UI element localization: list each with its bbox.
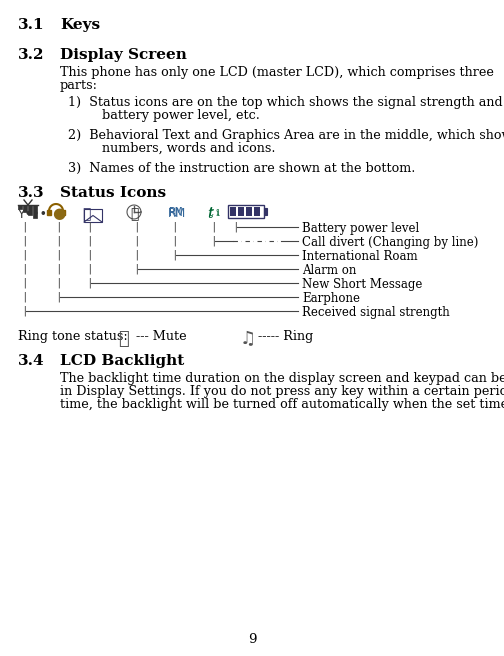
Text: Ring tone status:: Ring tone status: <box>18 330 128 343</box>
FancyBboxPatch shape <box>230 207 236 216</box>
Bar <box>18 205 22 209</box>
Text: 1)  Status icons are on the top which shows the signal strength and: 1) Status icons are on the top which sho… <box>68 96 502 109</box>
Text: RM: RM <box>168 207 186 220</box>
Text: Earphone: Earphone <box>302 292 360 305</box>
Text: |: | <box>171 221 178 232</box>
Text: The backlight time duration on the display screen and keypad can be set: The backlight time duration on the displ… <box>60 372 504 385</box>
Text: Y•••: Y••• <box>18 208 48 221</box>
Text: |: | <box>86 263 93 274</box>
Text: --- Mute: --- Mute <box>136 330 186 343</box>
Text: RM: RM <box>168 206 182 219</box>
Text: |: | <box>55 221 62 232</box>
Text: |: | <box>171 249 178 260</box>
Text: t: t <box>208 206 213 219</box>
Text: Call divert (Changing by line): Call divert (Changing by line) <box>302 236 478 249</box>
Text: 2)  Behavioral Text and Graphics Area are in the middle, which shows: 2) Behavioral Text and Graphics Area are… <box>68 129 504 142</box>
Text: |: | <box>86 277 93 287</box>
Text: Battery power level: Battery power level <box>302 222 419 235</box>
Text: |: | <box>21 221 28 232</box>
Text: |: | <box>21 277 28 287</box>
Text: |: | <box>55 277 62 287</box>
Text: |: | <box>21 249 28 260</box>
Text: Keys: Keys <box>60 18 100 32</box>
Text: |: | <box>55 291 62 302</box>
Text: 9: 9 <box>248 633 256 646</box>
Text: time, the backlight will be turned off automatically when the set time: time, the backlight will be turned off a… <box>60 398 504 411</box>
Text: |: | <box>55 249 62 260</box>
Text: ₁: ₁ <box>215 208 219 217</box>
Text: |: | <box>232 221 239 232</box>
Bar <box>61 210 65 215</box>
Text: ♫: ♫ <box>240 330 256 348</box>
Bar <box>84 209 102 222</box>
Text: |: | <box>55 263 62 274</box>
Text: battery power level, etc.: battery power level, etc. <box>82 109 260 122</box>
Text: ●: ● <box>52 207 65 221</box>
Text: 3.2: 3.2 <box>18 48 44 62</box>
Text: |: | <box>86 249 93 260</box>
Text: Display Screen: Display Screen <box>60 48 187 62</box>
Text: ⌛: ⌛ <box>130 207 139 221</box>
Text: |: | <box>210 221 217 232</box>
Text: |: | <box>86 221 93 232</box>
Text: |: | <box>133 221 140 232</box>
Text: This phone has only one LCD (master LCD), which comprises three: This phone has only one LCD (master LCD)… <box>60 66 494 79</box>
Text: Received signal strength: Received signal strength <box>302 306 450 319</box>
FancyBboxPatch shape <box>264 208 267 215</box>
Text: |: | <box>21 291 28 302</box>
Text: International Roam: International Roam <box>302 250 418 263</box>
Text: LCD Backlight: LCD Backlight <box>60 354 184 368</box>
Text: 3.3: 3.3 <box>18 186 45 200</box>
Text: Status Icons: Status Icons <box>60 186 166 200</box>
Text: |: | <box>86 235 93 245</box>
FancyBboxPatch shape <box>238 207 244 216</box>
Text: |: | <box>133 249 140 260</box>
Text: ----- Ring: ----- Ring <box>258 330 313 343</box>
Text: |: | <box>133 235 140 245</box>
Text: |: | <box>55 235 62 245</box>
Text: 3)  Names of the instruction are shown at the bottom.: 3) Names of the instruction are shown at… <box>68 162 415 175</box>
Text: 3.4: 3.4 <box>18 354 45 368</box>
Text: |: | <box>21 305 28 316</box>
Text: in Display Settings. If you do not press any key within a certain period of: in Display Settings. If you do not press… <box>60 385 504 398</box>
Text: t: t <box>207 207 213 221</box>
Text: New Short Message: New Short Message <box>302 278 422 291</box>
Text: ✉: ✉ <box>82 207 90 221</box>
FancyBboxPatch shape <box>246 207 252 216</box>
Text: |: | <box>133 263 140 274</box>
FancyBboxPatch shape <box>228 205 264 218</box>
Text: Alarm on: Alarm on <box>302 264 356 277</box>
Text: parts:: parts: <box>60 79 98 92</box>
Bar <box>28 205 32 215</box>
Text: |: | <box>210 235 217 245</box>
FancyBboxPatch shape <box>254 207 260 216</box>
Text: numbers, words and icons.: numbers, words and icons. <box>82 142 276 155</box>
Bar <box>23 205 27 212</box>
Text: ✂: ✂ <box>118 330 129 348</box>
Text: |: | <box>21 263 28 274</box>
Text: |: | <box>21 235 28 245</box>
Text: |: | <box>171 235 178 245</box>
Text: 3.1: 3.1 <box>18 18 45 32</box>
Bar <box>33 205 37 218</box>
Text: 1: 1 <box>215 209 221 218</box>
Bar <box>47 210 51 215</box>
